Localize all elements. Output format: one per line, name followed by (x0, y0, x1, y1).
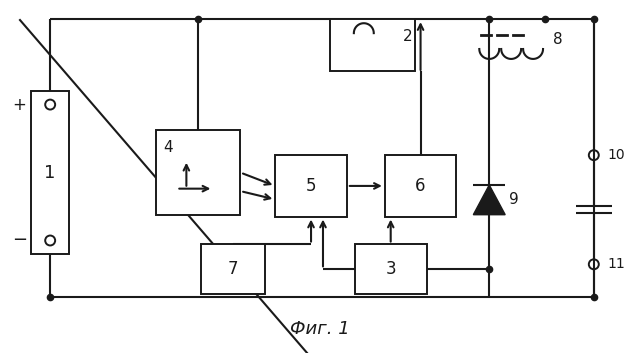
Polygon shape (474, 185, 505, 215)
Bar (385, 155, 456, 217)
Bar (31, 91, 69, 255)
Text: 1: 1 (45, 164, 56, 182)
Text: 3: 3 (385, 260, 396, 278)
Text: −: − (12, 232, 27, 250)
Text: 11: 11 (608, 257, 625, 271)
Text: 2: 2 (403, 29, 412, 44)
Bar (355, 245, 426, 294)
Text: 10: 10 (608, 148, 625, 162)
Text: 7: 7 (228, 260, 238, 278)
Bar (156, 130, 241, 215)
Bar (200, 245, 265, 294)
Bar (275, 155, 347, 217)
Text: Фиг. 1: Фиг. 1 (290, 320, 350, 338)
Text: 5: 5 (306, 177, 316, 195)
Text: 4: 4 (164, 140, 173, 155)
Bar (330, 19, 415, 71)
Text: 9: 9 (509, 192, 519, 207)
Text: +: + (12, 96, 26, 114)
Text: 8: 8 (553, 32, 563, 47)
Text: 6: 6 (415, 177, 426, 195)
